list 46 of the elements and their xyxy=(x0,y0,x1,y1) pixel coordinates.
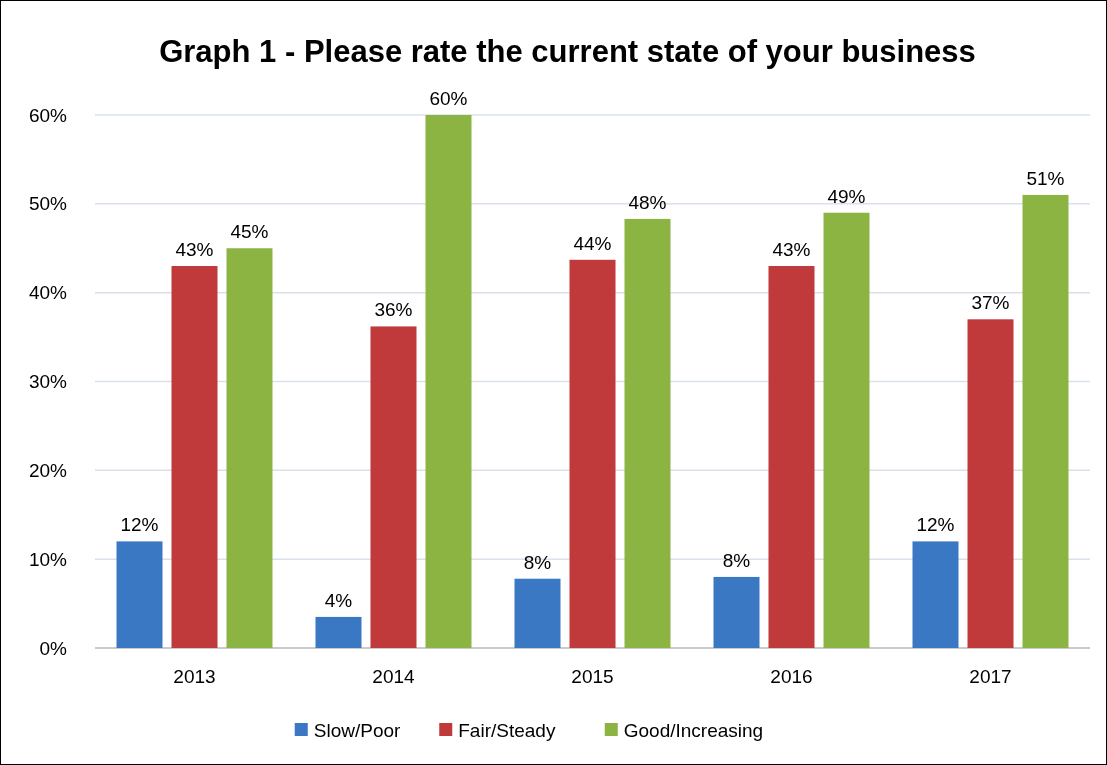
bar xyxy=(370,326,417,648)
legend-label: Good/Increasing xyxy=(623,719,764,741)
bar xyxy=(768,266,815,648)
data-label: 36% xyxy=(374,299,413,321)
x-tick-label: 2013 xyxy=(173,666,216,687)
bar xyxy=(624,218,671,648)
x-tick-label: 2017 xyxy=(969,666,1012,687)
data-label: 60% xyxy=(429,88,468,109)
data-label: 43% xyxy=(175,239,214,261)
data-label: 43% xyxy=(772,239,811,261)
data-label: 12% xyxy=(916,514,955,536)
y-tick-label: 50% xyxy=(28,193,68,215)
y-tick-label: 40% xyxy=(28,282,68,304)
data-label: 12% xyxy=(120,514,159,536)
x-tick-label: 2016 xyxy=(770,666,813,687)
x-tick-label: 2014 xyxy=(372,666,416,687)
x-tick-label: 2015 xyxy=(571,666,614,687)
y-tick-label: 20% xyxy=(28,459,68,481)
data-label: 51% xyxy=(1026,167,1065,189)
bar xyxy=(116,541,163,648)
y-tick-label: 0% xyxy=(39,637,68,659)
bar xyxy=(967,319,1014,648)
y-tick-label: 30% xyxy=(28,371,68,393)
bar xyxy=(569,259,616,648)
bar xyxy=(1022,194,1069,648)
data-label: 45% xyxy=(230,221,269,243)
legend-label: Slow/Poor xyxy=(313,719,402,741)
data-label: 4% xyxy=(324,589,353,611)
bar xyxy=(315,616,362,648)
bar xyxy=(823,212,870,648)
data-label: 49% xyxy=(827,185,866,207)
bar xyxy=(226,248,273,648)
bar xyxy=(713,576,760,648)
data-label: 44% xyxy=(573,232,612,254)
legend-label: Fair/Steady xyxy=(458,719,556,741)
bar xyxy=(912,541,959,648)
bar xyxy=(171,266,218,648)
y-tick-label: 10% xyxy=(28,548,68,570)
data-label: 8% xyxy=(523,551,552,573)
data-label: 48% xyxy=(628,191,667,213)
y-tick-label: 60% xyxy=(28,104,68,126)
bar xyxy=(425,115,472,648)
bar xyxy=(514,578,561,648)
data-label: 8% xyxy=(722,549,751,571)
chart-title: Graph 1 - Please rate the current state of your business xyxy=(159,34,976,69)
data-label: 37% xyxy=(971,292,1010,314)
